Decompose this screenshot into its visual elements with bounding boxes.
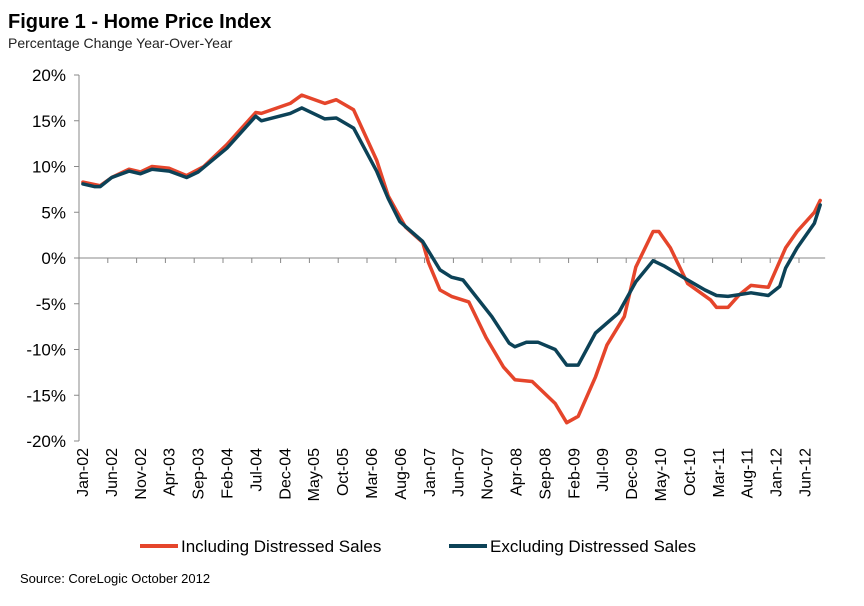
y-tick-label: -15%	[26, 386, 66, 405]
x-tick-label: Jan-12	[769, 448, 786, 497]
y-tick-label: -5%	[36, 295, 66, 314]
x-tick-label: Apr-08	[509, 448, 526, 496]
x-tick-label: Nov-02	[133, 448, 150, 500]
legend-label-including: Including Distressed Sales	[181, 537, 381, 556]
x-tick-label: Aug-06	[393, 448, 410, 500]
x-tick-label: Jan-02	[75, 448, 92, 497]
series-line-including-distressed	[81, 93, 822, 425]
y-tick-label: -10%	[26, 341, 66, 360]
x-tick-label: Jul-09	[595, 448, 612, 492]
series-line-excluding-distressed	[81, 106, 822, 367]
x-tick-label: Mar-11	[711, 448, 728, 498]
x-tick-label: Sep-08	[537, 448, 554, 500]
y-tick-label: 15%	[32, 112, 66, 131]
series-lines	[81, 93, 822, 425]
y-axis: 20% 15% 10% 5% 0% -5% -10% -15% -20%	[26, 66, 80, 451]
x-tick-label: May-10	[653, 448, 670, 501]
y-tick-label: -20%	[26, 432, 66, 451]
x-tick-label: Sep-03	[191, 448, 208, 500]
x-axis: Jan-02 Jun-02 Nov-02 Apr-03 Sep-03 Feb-04 Jul-…	[75, 257, 826, 501]
y-tick-label: 5%	[41, 203, 66, 222]
x-tick-label: Feb-04	[220, 448, 237, 499]
x-tick-label: Feb-09	[566, 448, 583, 499]
x-tick-label: Dec-04	[277, 448, 294, 500]
x-tick-label: Apr-03	[162, 448, 179, 496]
x-tick-label: Jun-07	[451, 448, 468, 497]
x-tick-label: Nov-07	[480, 448, 497, 500]
y-tick-label: 10%	[32, 158, 66, 177]
x-tick-label: Aug-11	[740, 448, 757, 499]
x-tick-label: Mar-06	[364, 448, 381, 499]
chart-title: Figure 1 - Home Price Index	[8, 11, 271, 33]
x-tick-label: Dec-09	[624, 448, 641, 500]
legend: Including Distressed Sales Excluding Dis…	[140, 537, 696, 556]
x-tick-label: Jan-07	[422, 448, 439, 497]
x-tick-label: Jun-02	[104, 448, 121, 497]
source-note: Source: CoreLogic October 2012	[20, 571, 210, 586]
chart-subtitle: Percentage Change Year-Over-Year	[8, 35, 233, 51]
y-tick-label: 0%	[41, 249, 66, 268]
x-tick-label: May-05	[306, 448, 323, 501]
x-tick-label: Jul-04	[248, 448, 265, 492]
x-tick-label: Oct-05	[335, 448, 352, 496]
y-tick-label: 20%	[32, 66, 66, 85]
x-tick-label: Oct-10	[682, 448, 699, 496]
legend-label-excluding: Excluding Distressed Sales	[490, 537, 696, 556]
x-tick-label: Jun-12	[798, 448, 815, 497]
